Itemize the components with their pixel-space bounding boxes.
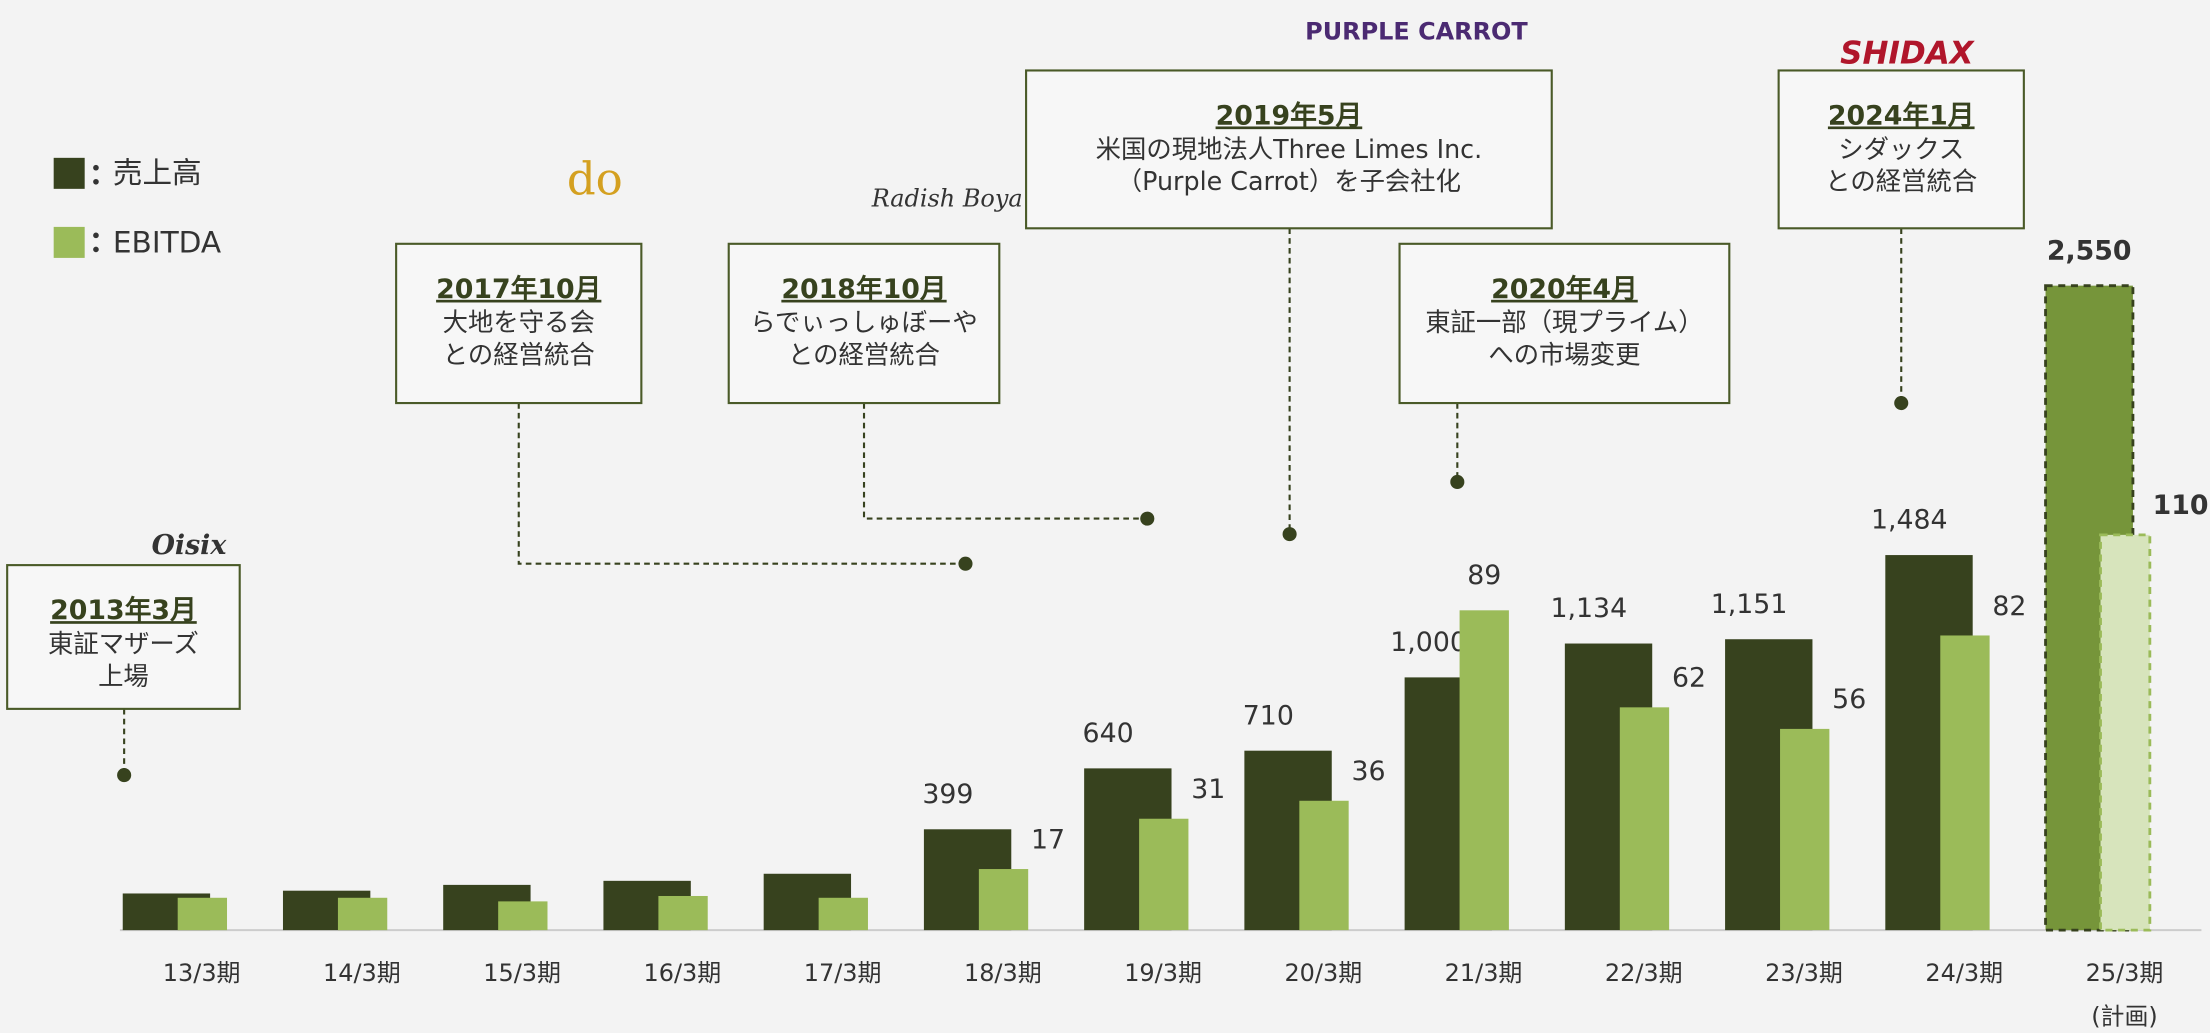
value-label: 56 xyxy=(1832,684,1866,715)
legend-label: 売上高 xyxy=(113,156,202,190)
legend-swatch xyxy=(53,157,85,189)
connector-dot xyxy=(1894,396,1909,411)
bar xyxy=(177,897,228,931)
bar xyxy=(1459,610,1509,931)
annotation-box xyxy=(727,242,1001,405)
value-label: 2,550 xyxy=(2047,235,2132,266)
annotation-date: 2018年10月 xyxy=(781,273,946,305)
annotation-text: への市場変更 xyxy=(1488,340,1640,370)
annotation-box xyxy=(1025,69,1553,230)
x-tick-label: 25/3期 xyxy=(2086,959,2164,987)
x-tick-label: 24/3期 xyxy=(1925,959,2003,987)
bar xyxy=(498,901,548,931)
bar xyxy=(818,897,868,931)
bar xyxy=(337,897,388,931)
annotation-date: 2020年4月 xyxy=(1491,273,1638,305)
annotation-text: 上場 xyxy=(98,661,149,691)
x-tick-label: 22/3期 xyxy=(1605,959,1683,987)
annotation-date: 2024年1月 xyxy=(1828,99,1975,131)
legend-colon xyxy=(93,232,99,239)
annotation-date: 2013年3月 xyxy=(50,594,197,626)
connector-dot xyxy=(1282,527,1297,542)
connector-dot xyxy=(117,768,132,783)
x-tick-label: 14/3期 xyxy=(323,959,401,987)
x-tick-label: 15/3期 xyxy=(483,959,561,987)
x-tick-label: 23/3期 xyxy=(1765,959,1843,987)
forecast-note: (計画) xyxy=(2091,1002,2158,1030)
connector-dot xyxy=(958,556,973,571)
annotation-box xyxy=(1398,242,1731,405)
value-label: 1,484 xyxy=(1871,505,1948,536)
value-label: 82 xyxy=(1992,591,2026,622)
logo: Oisix xyxy=(152,530,228,561)
x-tick-label: 18/3期 xyxy=(964,959,1042,987)
x-tick-label: 20/3期 xyxy=(1284,959,1362,987)
logo: do xyxy=(567,153,623,206)
value-label: 710 xyxy=(1243,700,1294,731)
annotation-date: 2019年5月 xyxy=(1216,99,1363,131)
connector xyxy=(517,403,966,565)
annotation-text: 東証マザーズ xyxy=(48,628,199,658)
annotation-text: との経営統合 xyxy=(1825,166,1977,196)
bar xyxy=(1940,635,1990,931)
logo: SHIDAX xyxy=(1840,35,1976,71)
bar xyxy=(978,869,1029,931)
annotation-box xyxy=(1777,69,2025,230)
logo: Radish Boya xyxy=(871,185,1023,213)
value-label: 36 xyxy=(1351,756,1385,787)
x-tick-label: 19/3期 xyxy=(1124,959,1202,987)
connector xyxy=(862,403,1148,520)
value-label: 640 xyxy=(1083,718,1134,749)
bar xyxy=(1139,818,1189,931)
value-label: 17 xyxy=(1031,824,1065,855)
legend-swatch xyxy=(53,226,85,258)
connector-dot xyxy=(1140,511,1155,526)
value-label: 110 xyxy=(2153,490,2209,521)
annotation-box xyxy=(395,242,643,405)
legend-colon xyxy=(93,178,99,185)
annotation-date: 2017年10月 xyxy=(436,273,601,305)
annotation-text: （Purple Carrot）を子会社化 xyxy=(1117,166,1461,196)
value-label: 62 xyxy=(1672,663,1706,694)
value-label: 1,134 xyxy=(1550,593,1627,624)
legend-colon xyxy=(93,164,99,171)
annotation-text: 大地を守る会 xyxy=(443,307,595,337)
legend-label: EBITDA xyxy=(113,225,221,259)
bar xyxy=(1780,728,1830,931)
annotation-text: 東証一部（現プライム） xyxy=(1425,307,1703,337)
x-tick-label: 21/3期 xyxy=(1445,959,1523,987)
value-label: 1,151 xyxy=(1711,589,1788,620)
value-label: 399 xyxy=(922,779,973,810)
value-label: 31 xyxy=(1191,774,1225,805)
value-label: 1,000 xyxy=(1390,627,1467,658)
x-tick-label: 17/3期 xyxy=(804,959,882,987)
x-tick-label: 13/3期 xyxy=(163,959,241,987)
bar xyxy=(2099,533,2152,932)
legend-colon xyxy=(93,246,99,253)
logo: PURPLE CARROT xyxy=(1305,17,1528,45)
connector-dot xyxy=(1450,474,1465,490)
annotation-box xyxy=(6,564,241,710)
annotation-text: との経営統合 xyxy=(788,340,940,370)
value-label: 89 xyxy=(1467,560,1501,591)
bar xyxy=(1619,707,1670,931)
annotation-text: シダックス xyxy=(1838,134,1964,164)
annotation-text: らでぃっしゅぼーや xyxy=(750,307,977,337)
annotation-text: との経営統合 xyxy=(443,340,595,370)
bar xyxy=(658,895,708,931)
annotation-text: 米国の現地法人Three Limes Inc. xyxy=(1096,134,1483,164)
bar xyxy=(1299,800,1349,931)
x-tick-label: 16/3期 xyxy=(644,959,722,987)
